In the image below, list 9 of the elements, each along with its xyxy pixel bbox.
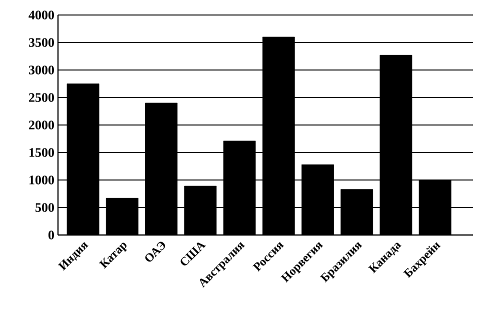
y-tick-label: 4000 [28, 10, 54, 20]
y-tick-label: 1500 [30, 148, 54, 157]
y-tick-label: 500 [35, 203, 54, 212]
y-tick-label: 3000 [28, 66, 54, 74]
y-tick-label: 2500 [29, 93, 54, 102]
y-tick-label: 1000 [30, 176, 54, 184]
y-tick-label: 3500 [28, 38, 54, 47]
y-tick-label: 0 [48, 230, 54, 240]
y-tick-label: 2000 [29, 120, 54, 130]
